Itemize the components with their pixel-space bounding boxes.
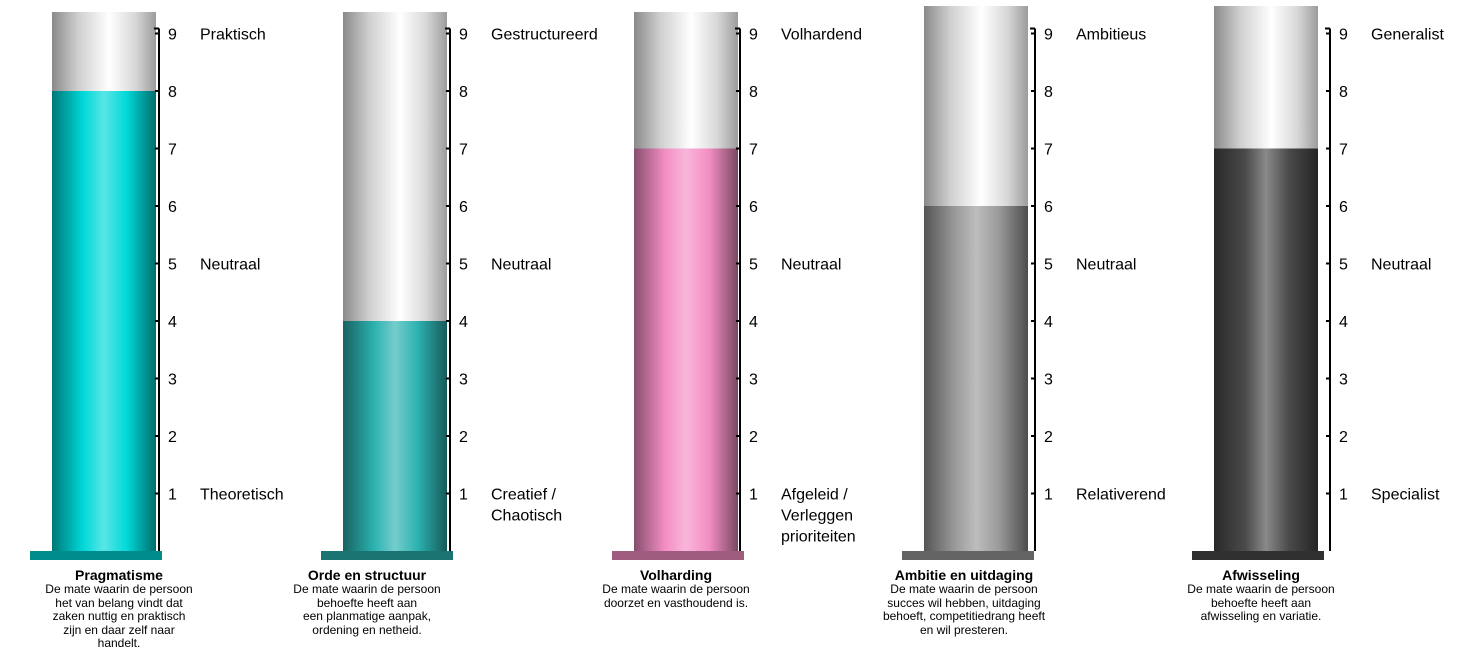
label-low: Specialist — [1371, 487, 1440, 504]
y-tick-label: 5 — [168, 257, 177, 274]
y-tick-label: 7 — [1044, 142, 1053, 159]
y-tick-label: 6 — [1339, 199, 1348, 216]
y-tick-label: 4 — [168, 314, 177, 331]
y-tick-label: 6 — [749, 199, 758, 216]
chart-description: De mate waarin de persoon behoefte heeft… — [293, 582, 441, 637]
chart-5: 1 2 3 4 5 6 7 8 9 Generalist Neutraal Specialist — [1192, 6, 1444, 560]
chart-title: Volharding — [639, 567, 713, 583]
y-tick-label: 7 — [168, 142, 177, 159]
y-tick-label: 7 — [749, 142, 758, 159]
y-tick-label: 5 — [1339, 257, 1348, 274]
chart-description: De mate waarin de persoon het van belang… — [45, 582, 193, 650]
bar — [924, 206, 1028, 551]
y-tick-label: 5 — [749, 257, 758, 274]
y-tick-label: 4 — [1339, 314, 1348, 331]
label-high: Ambitieus — [1076, 27, 1146, 44]
tube-empty — [924, 6, 1028, 206]
tube-empty — [52, 12, 156, 91]
bar-base — [321, 551, 453, 560]
bar — [52, 91, 156, 551]
label-high: Gestructureerd — [491, 27, 598, 44]
label-low: Afgeleid / — [781, 487, 848, 504]
label-high: Praktisch — [200, 27, 266, 44]
y-tick-label: 3 — [459, 372, 468, 389]
y-tick-label: 3 — [168, 372, 177, 389]
caption-volharding: Volharding De mate waarin de persoon doo… — [561, 567, 791, 610]
y-tick-label: 5 — [459, 257, 468, 274]
y-tick-label: 9 — [1339, 27, 1348, 44]
y-tick-label: 8 — [1339, 84, 1348, 101]
chart-description: De mate waarin de persoon doorzet en vas… — [602, 582, 750, 610]
chart-1: 1 2 3 4 5 6 7 8 9 Praktisch Neutraal Theoretisch — [30, 12, 284, 560]
y-tick-label: 3 — [1339, 372, 1348, 389]
label-neutral: Neutraal — [781, 257, 841, 274]
tube-empty — [1214, 6, 1318, 149]
y-tick-label: 7 — [1339, 142, 1348, 159]
chart-description: De mate waarin de persoon behoefte heeft… — [1187, 582, 1335, 623]
y-tick-label: 1 — [168, 487, 177, 504]
label-low: Relativerend — [1076, 487, 1166, 504]
y-tick-label: 4 — [459, 314, 468, 331]
y-tick-label: 8 — [1044, 84, 1053, 101]
chart-description: De mate waarin de persoon succes wil heb… — [882, 582, 1046, 637]
label-neutral: Neutraal — [200, 257, 260, 274]
y-tick-label: 9 — [749, 27, 758, 44]
tube-empty — [634, 12, 738, 149]
y-tick-label: 2 — [1044, 429, 1053, 446]
label-low: Chaotisch — [491, 508, 562, 525]
y-tick-label: 3 — [749, 372, 758, 389]
label-high: Volhardend — [781, 27, 862, 44]
y-tick-label: 9 — [459, 27, 468, 44]
bar-base — [30, 551, 162, 560]
label-low: prioriteiten — [781, 529, 856, 546]
label-low: Verleggen — [781, 508, 853, 525]
y-tick-label: 5 — [1044, 257, 1053, 274]
chart-3: 1 2 3 4 5 6 7 8 9 Volhardend Neutraal Afgeleid / Ver… — [612, 12, 862, 560]
chart-title: Afwisseling — [1222, 567, 1300, 583]
y-tick-label: 2 — [749, 429, 758, 446]
chart-title: Orde en structuur — [307, 567, 427, 583]
y-tick-label: 9 — [1044, 27, 1053, 44]
chart-2: 1 2 3 4 5 6 7 8 9 Gestructureerd Neutraal Creatief … — [321, 12, 598, 560]
y-tick-label: 1 — [1044, 487, 1053, 504]
y-tick-label: 8 — [749, 84, 758, 101]
y-tick-label: 1 — [749, 487, 758, 504]
bar — [634, 148, 738, 551]
y-tick-label: 7 — [459, 142, 468, 159]
y-tick-label: 1 — [1339, 487, 1348, 504]
chart-title: Ambitie en uitdaging — [894, 567, 1034, 583]
label-neutral: Neutraal — [1371, 257, 1431, 274]
label-high: Generalist — [1371, 27, 1444, 44]
bar-base — [1192, 551, 1324, 560]
caption-pragmatisme: Pragmatisme De mate waarin de persoon he… — [4, 567, 234, 651]
y-tick-label: 2 — [168, 429, 177, 446]
bar-base — [902, 551, 1034, 560]
bar — [1214, 148, 1318, 551]
tube-empty — [343, 12, 447, 321]
caption-ambitie-en-uitdaging: Ambitie en uitdaging De mate waarin de p… — [849, 567, 1079, 637]
y-tick-label: 4 — [1044, 314, 1053, 331]
y-tick-label: 6 — [1044, 199, 1053, 216]
y-tick-label: 3 — [1044, 372, 1053, 389]
y-tick-label: 4 — [749, 314, 758, 331]
label-neutral: Neutraal — [491, 257, 551, 274]
chart-4: 1 2 3 4 5 6 7 8 9 Ambitieus Neutraal Relativerend — [902, 6, 1166, 560]
chart-title: Pragmatisme — [75, 567, 163, 583]
y-tick-label: 2 — [1339, 429, 1348, 446]
y-tick-label: 6 — [459, 199, 468, 216]
y-tick-label: 1 — [459, 487, 468, 504]
bar — [343, 321, 447, 551]
y-tick-label: 8 — [459, 84, 468, 101]
y-tick-label: 2 — [459, 429, 468, 446]
label-neutral: Neutraal — [1076, 257, 1136, 274]
label-low: Theoretisch — [200, 487, 284, 504]
y-tick-label: 6 — [168, 199, 177, 216]
y-tick-label: 9 — [168, 27, 177, 44]
caption-afwisseling: Afwisseling De mate waarin de persoon be… — [1146, 567, 1376, 624]
caption-orde-en-structuur: Orde en structuur De mate waarin de pers… — [252, 567, 482, 637]
bar-base — [612, 551, 744, 560]
y-tick-label: 8 — [168, 84, 177, 101]
label-low: Creatief / — [491, 487, 556, 504]
